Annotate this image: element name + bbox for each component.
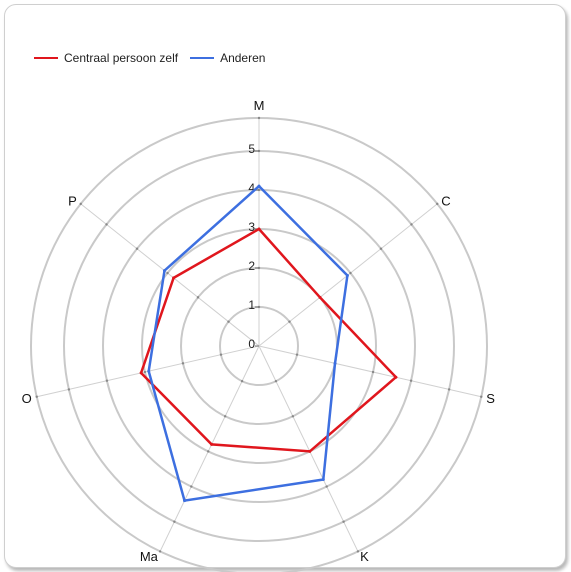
tick-label-3: 3 — [248, 220, 255, 234]
spoke-dot-Ma-2 — [223, 415, 227, 418]
tick-label-0: 0 — [248, 337, 255, 351]
spoke-dot-Ma-6 — [158, 550, 162, 553]
spoke-dot-C-1 — [288, 320, 291, 323]
series-1-point-K — [308, 449, 312, 453]
axis-label-M: M — [254, 98, 265, 113]
series-line-2 — [147, 184, 349, 503]
spoke-dot-C-4 — [379, 247, 383, 250]
spoke-dot-P-4 — [135, 247, 139, 250]
spoke-dot-Ma-4 — [190, 485, 193, 488]
legend: Centraal persoon zelf Anderen — [34, 51, 277, 65]
spoke-dot-K-4 — [325, 485, 328, 488]
axis-label-S: S — [486, 391, 495, 406]
spoke-dot-O-4 — [105, 379, 109, 382]
series-2-point-P — [162, 269, 166, 273]
spoke-dot-K-2 — [291, 415, 295, 418]
spoke-dot-S-3 — [371, 370, 375, 374]
axis-label-P: P — [68, 194, 77, 209]
spoke-dot-O-6 — [35, 395, 38, 398]
series-2-point-K — [321, 478, 325, 482]
legend-label-series-2: Anderen — [220, 51, 266, 65]
legend-item-series-2: Anderen — [190, 51, 265, 65]
axis-label-O: O — [22, 391, 32, 406]
legend-swatch-series-2 — [190, 57, 215, 59]
series-1-point-S — [394, 375, 398, 379]
series-2-point-M — [257, 184, 261, 188]
spoke-dot-O-5 — [67, 388, 71, 391]
tick-label-1: 1 — [248, 298, 255, 312]
tick-label-4: 4 — [248, 181, 255, 195]
series-2-point-Ma — [183, 499, 187, 503]
series-1-point-C — [318, 295, 322, 299]
legend-swatch-series-1 — [34, 57, 58, 59]
spoke-dot-P-5 — [105, 223, 108, 226]
axis-label-C: C — [441, 194, 450, 209]
spoke-dot-Ma-5 — [173, 520, 176, 523]
legend-item-series-1: Centraal persoon zelf — [34, 51, 178, 65]
series-2-point-O — [147, 369, 151, 373]
series-2-point-C — [345, 273, 349, 277]
spoke-dot-K-6 — [356, 550, 360, 553]
spoke-dot-S-5 — [447, 388, 451, 391]
series-1-point-O — [139, 371, 143, 375]
spoke-dot-C-6 — [436, 202, 439, 206]
spoke-dot-Ma-3 — [207, 450, 210, 453]
series-line-1 — [139, 227, 398, 453]
spoke-dot-P-2 — [196, 296, 200, 299]
spoke-dot-P-1 — [227, 320, 230, 323]
spoke-dot-S-6 — [480, 395, 483, 398]
spoke-dot-C-3 — [349, 271, 352, 275]
spoke-dot-P-3 — [166, 271, 169, 275]
spoke-dot-O-2 — [181, 362, 185, 365]
series-1-point-M — [257, 227, 261, 231]
tick-label-2: 2 — [248, 259, 255, 273]
spoke-dot-M-6 — [257, 116, 261, 120]
spoke-dot-K-5 — [342, 520, 345, 523]
axis-label-K: K — [360, 549, 369, 564]
series-1-point-P — [172, 276, 176, 280]
axis-label-Ma: Ma — [140, 549, 159, 564]
spoke-dot-S-1 — [295, 353, 299, 356]
series-1-point-Ma — [210, 442, 214, 446]
series-2-point-S — [333, 361, 337, 365]
tick-label-5: 5 — [248, 142, 255, 156]
spoke-dot-Ma-1 — [240, 379, 244, 383]
legend-label-series-1: Centraal persoon zelf — [64, 51, 179, 65]
chart-panel — [4, 4, 566, 568]
spoke-dot-S-4 — [409, 379, 413, 382]
spoke-dot-P-6 — [79, 202, 82, 206]
spoke-dot-K-1 — [274, 379, 278, 383]
spoke-dot-C-5 — [410, 223, 413, 226]
spoke-dot-O-1 — [219, 353, 223, 356]
spoke-dot-O-3 — [143, 370, 147, 374]
